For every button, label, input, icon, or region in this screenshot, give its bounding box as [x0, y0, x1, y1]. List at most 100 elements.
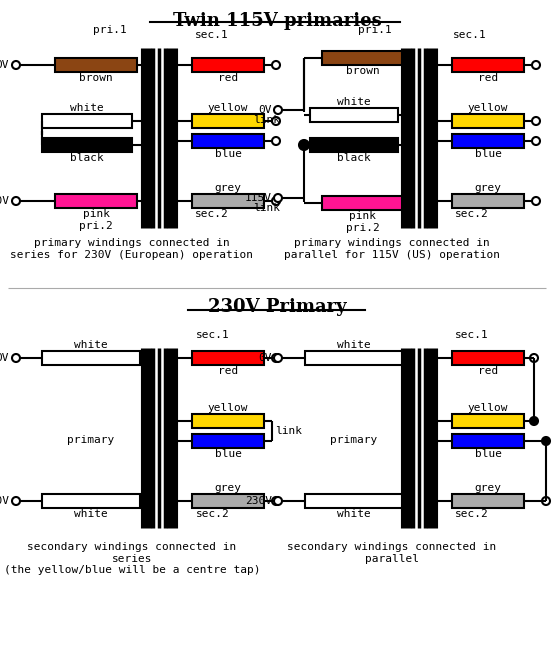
Text: 115V: 115V	[245, 193, 272, 203]
Text: brown: brown	[79, 73, 113, 83]
Bar	[452, 434, 524, 448]
Text: link: link	[253, 115, 280, 125]
Text: white: white	[337, 97, 371, 107]
Bar	[310, 138, 398, 152]
Bar	[452, 114, 524, 128]
Bar	[452, 194, 524, 208]
Text: pink: pink	[83, 209, 110, 219]
Circle shape	[532, 117, 540, 125]
Text: primary windings connected in
parallel for 115V (US) operation: primary windings connected in parallel f…	[284, 238, 500, 260]
Bar	[192, 494, 264, 508]
Text: yellow: yellow	[208, 403, 248, 413]
Text: primary: primary	[68, 435, 115, 445]
Text: pri.1: pri.1	[358, 25, 392, 35]
Text: 0V: 0V	[259, 105, 272, 115]
Text: sec.1: sec.1	[453, 30, 487, 40]
Bar	[452, 134, 524, 148]
Text: sec.2: sec.2	[196, 509, 230, 519]
Text: blue: blue	[214, 149, 242, 159]
Bar	[192, 134, 264, 148]
Circle shape	[542, 437, 550, 445]
Bar	[42, 114, 132, 128]
Text: brown: brown	[346, 66, 380, 76]
Text: sec.1: sec.1	[195, 30, 229, 40]
Text: sec.1: sec.1	[455, 330, 489, 340]
Text: pri.1: pri.1	[93, 25, 127, 35]
Text: pink: pink	[350, 211, 377, 221]
Text: secondary windings connected in
parallel: secondary windings connected in parallel	[288, 542, 496, 563]
Bar	[42, 138, 132, 152]
Bar	[310, 108, 398, 122]
Circle shape	[274, 354, 282, 362]
Circle shape	[274, 497, 282, 505]
Circle shape	[532, 197, 540, 205]
Text: white: white	[74, 509, 108, 519]
Text: secondary windings connected in
series
(the yellow/blue will be a centre tap): secondary windings connected in series (…	[4, 542, 260, 575]
Text: primary: primary	[330, 435, 378, 445]
Text: grey: grey	[214, 483, 242, 493]
Text: 0V: 0V	[0, 353, 9, 363]
Circle shape	[530, 417, 538, 425]
Bar	[42, 494, 140, 508]
Bar	[192, 434, 264, 448]
Bar	[55, 58, 137, 72]
Bar	[452, 58, 524, 72]
Circle shape	[272, 117, 280, 125]
Text: red: red	[218, 366, 238, 376]
Bar	[55, 194, 137, 208]
Circle shape	[272, 354, 280, 362]
Text: grey: grey	[474, 483, 501, 493]
Circle shape	[530, 354, 538, 362]
Text: sec.2: sec.2	[455, 209, 489, 219]
Text: 0V: 0V	[0, 60, 9, 70]
Circle shape	[532, 137, 540, 145]
Circle shape	[532, 61, 540, 69]
Bar	[192, 194, 264, 208]
Circle shape	[272, 197, 280, 205]
Text: 230V: 230V	[245, 496, 272, 506]
Bar	[322, 51, 404, 65]
Bar	[42, 351, 140, 365]
Text: grey: grey	[214, 183, 242, 193]
Circle shape	[272, 497, 280, 505]
Text: black: black	[70, 153, 104, 163]
Text: grey: grey	[474, 183, 501, 193]
Text: white: white	[74, 340, 108, 350]
Text: red: red	[478, 366, 498, 376]
Bar	[452, 494, 524, 508]
Bar	[192, 351, 264, 365]
Bar	[452, 414, 524, 428]
Text: link: link	[253, 203, 280, 213]
Text: pri.2: pri.2	[79, 221, 113, 231]
Circle shape	[299, 140, 309, 150]
Text: sec.2: sec.2	[455, 509, 489, 519]
Text: red: red	[218, 73, 238, 83]
Bar	[192, 58, 264, 72]
Circle shape	[12, 497, 20, 505]
Text: Twin 115V primaries: Twin 115V primaries	[173, 12, 381, 30]
Text: blue: blue	[474, 149, 501, 159]
Text: blue: blue	[474, 449, 501, 459]
Text: yellow: yellow	[468, 403, 508, 413]
Text: white: white	[70, 103, 104, 113]
Circle shape	[12, 61, 20, 69]
Circle shape	[542, 497, 550, 505]
Circle shape	[12, 354, 20, 362]
Bar	[192, 414, 264, 428]
Circle shape	[12, 197, 20, 205]
Text: yellow: yellow	[468, 103, 508, 113]
Bar	[192, 114, 264, 128]
Circle shape	[272, 61, 280, 69]
Bar	[452, 351, 524, 365]
Circle shape	[272, 137, 280, 145]
Text: 230V: 230V	[0, 496, 9, 506]
Text: white: white	[337, 509, 371, 519]
Bar	[305, 494, 403, 508]
Text: white: white	[337, 340, 371, 350]
Text: link: link	[275, 426, 302, 436]
Text: sec.2: sec.2	[195, 209, 229, 219]
Text: red: red	[478, 73, 498, 83]
Text: pri.2: pri.2	[346, 223, 380, 233]
Text: 0V: 0V	[259, 353, 272, 363]
Bar	[322, 196, 404, 210]
